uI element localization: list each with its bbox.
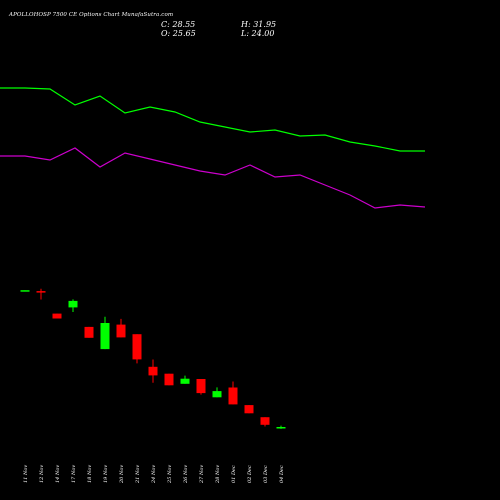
- candle-body: [84, 326, 94, 338]
- candle-body: [276, 427, 286, 429]
- chart-title: APOLLOHOSP 7500 CE Options Chart MunafaS…: [9, 12, 174, 18]
- high-value: H: 31.95: [241, 20, 277, 29]
- x-tick-label: 21 Nov: [135, 465, 141, 484]
- candle-body: [180, 378, 190, 384]
- x-tick-label: 28 Nov: [215, 465, 221, 484]
- x-tick-label: 19 Nov: [103, 465, 109, 483]
- candles: [20, 288, 286, 429]
- x-tick-label: 03 Dec: [263, 465, 269, 483]
- candle-body: [148, 366, 158, 376]
- upper-indicator-line: [0, 87, 425, 152]
- x-tick-label: 17 Nov: [71, 465, 77, 483]
- x-tick-label: 14 Nov: [55, 465, 61, 483]
- candle-body: [52, 313, 62, 319]
- candle-body: [68, 300, 78, 308]
- candle-body: [212, 391, 222, 398]
- candle-body: [100, 323, 110, 350]
- candle-body: [196, 379, 206, 394]
- candle-body: [228, 387, 238, 405]
- x-tick-label: 02 Dec: [247, 465, 253, 483]
- open-value: O: 25.65: [161, 29, 196, 38]
- x-tick-label: 27 Nov: [199, 465, 205, 484]
- candle-body: [164, 373, 174, 386]
- x-tick-label: 26 Nov: [183, 465, 189, 484]
- candle-body: [116, 324, 126, 338]
- x-tick-label: 11 Nov: [23, 465, 29, 483]
- indicator-lines: [0, 87, 426, 209]
- x-tick-label: 12 Nov: [39, 465, 45, 483]
- x-tick-label: 24 Nov: [151, 465, 157, 484]
- lower-indicator-line: [0, 147, 426, 209]
- x-tick-label: 01 Dec: [231, 465, 237, 483]
- x-tick-label: 18 Nov: [87, 465, 93, 483]
- candle-body: [244, 405, 254, 414]
- candle-body: [20, 290, 30, 292]
- candle-body: [132, 334, 142, 360]
- x-tick-label: 04 Dec: [279, 465, 285, 483]
- x-tick-label: 25 Nov: [167, 465, 173, 484]
- low-value: L: 24.00: [241, 29, 275, 38]
- candle-body: [36, 291, 46, 293]
- x-tick-label: 20 Nov: [119, 465, 125, 484]
- close-value: C: 28.55: [161, 20, 196, 29]
- x-axis-labels: 11 Nov 12 Nov 14 Nov 17 Nov 18 Nov 19 Nov 20 N…: [23, 465, 285, 484]
- candle-body: [260, 417, 270, 425]
